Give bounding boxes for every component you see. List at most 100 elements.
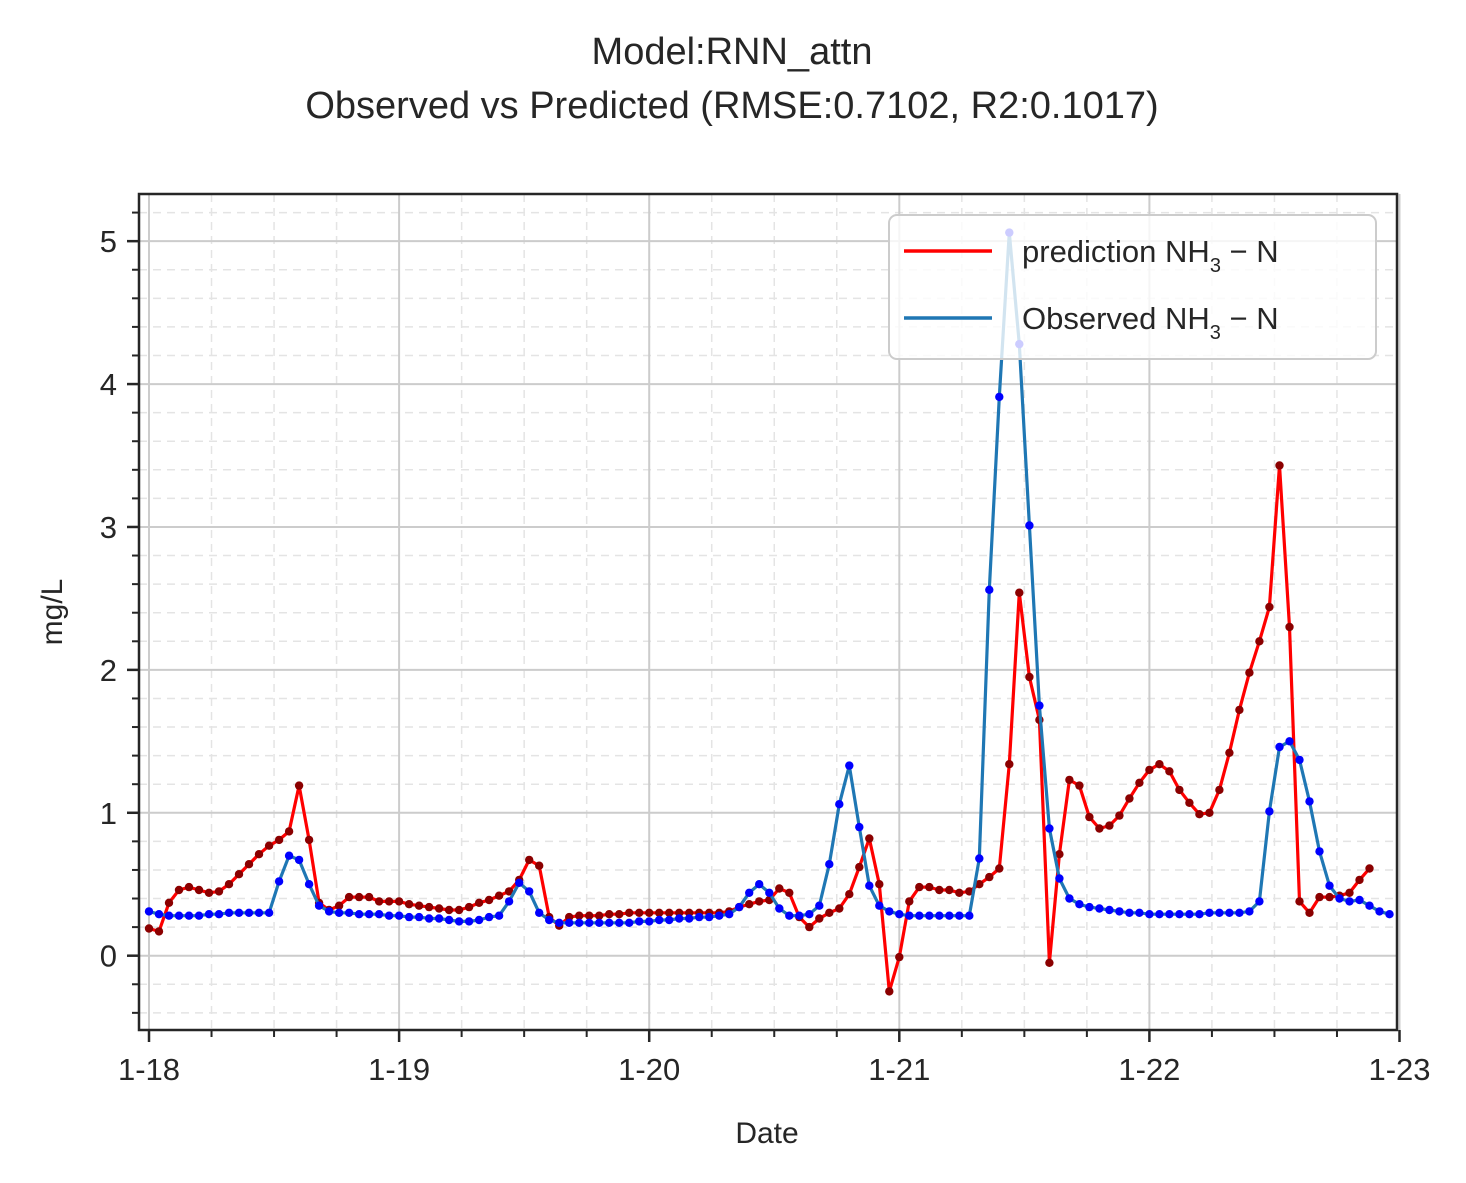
data-point-observed	[515, 878, 524, 887]
data-point-prediction	[1095, 824, 1104, 833]
legend-prediction-sub: 3	[1210, 255, 1221, 277]
data-point-prediction	[1195, 810, 1204, 819]
data-point-prediction	[374, 897, 384, 906]
data-point-observed	[394, 911, 404, 920]
data-point-prediction	[424, 902, 434, 912]
data-point-prediction	[925, 882, 934, 892]
data-point-prediction	[1325, 892, 1334, 902]
data-point-observed	[334, 908, 344, 917]
data-point-prediction	[1265, 602, 1274, 612]
legend: prediction NH3 − N Observed NH3 − N	[888, 214, 1377, 360]
data-point-observed	[855, 822, 864, 832]
data-point-prediction	[1275, 461, 1284, 470]
data-point-observed	[1165, 910, 1174, 919]
data-point-prediction	[214, 887, 224, 896]
data-point-observed	[494, 911, 504, 920]
data-point-observed	[1115, 907, 1124, 916]
data-point-observed	[1125, 908, 1134, 917]
data-point-prediction	[444, 905, 454, 915]
data-point-prediction	[1305, 908, 1314, 917]
data-point-observed	[625, 918, 634, 927]
data-point-observed	[1225, 908, 1234, 917]
data-point-observed	[975, 854, 984, 863]
data-point-prediction	[1045, 958, 1054, 967]
data-point-prediction	[1285, 622, 1294, 632]
data-point-observed	[595, 918, 604, 927]
data-point-prediction	[1005, 760, 1014, 769]
data-point-prediction	[935, 885, 944, 895]
data-point-prediction	[845, 890, 854, 899]
x-axis-label: Date	[735, 1117, 798, 1150]
data-point-observed	[424, 914, 434, 923]
data-point-observed	[1155, 910, 1164, 919]
data-point-prediction	[1355, 875, 1364, 885]
data-point-prediction	[484, 895, 494, 905]
data-point-prediction	[244, 860, 254, 869]
data-point-prediction	[1055, 850, 1064, 859]
legend-prediction-tail: − N	[1221, 234, 1279, 269]
data-point-observed	[464, 917, 474, 926]
data-point-observed	[1285, 737, 1294, 746]
data-point-observed	[364, 910, 374, 919]
legend-box	[888, 214, 1377, 360]
data-point-observed	[895, 910, 904, 919]
x-tick-label: 1-21	[868, 1052, 930, 1087]
data-point-prediction	[955, 888, 964, 897]
y-axis-label: mg/L	[36, 579, 69, 646]
data-point-prediction	[264, 841, 274, 850]
data-point-observed	[354, 910, 364, 919]
chart-subtitle: Observed vs Predicted (RMSE:0.7102, R2:0…	[305, 85, 1158, 127]
data-point-observed	[665, 915, 674, 925]
x-tick-label: 1-19	[368, 1052, 430, 1087]
data-point-observed	[374, 910, 384, 919]
data-point-prediction	[474, 898, 484, 907]
data-point-observed	[1385, 910, 1394, 919]
data-point-observed	[995, 392, 1004, 402]
data-point-prediction	[1075, 781, 1084, 790]
data-point-observed	[725, 910, 734, 919]
data-point-prediction	[1105, 821, 1114, 830]
data-point-observed	[1335, 894, 1344, 903]
data-point-observed	[194, 911, 204, 920]
data-point-observed	[1205, 908, 1214, 917]
x-tick-label: 1-23	[1368, 1052, 1430, 1087]
data-point-prediction	[885, 987, 894, 996]
data-point-prediction	[785, 888, 794, 897]
data-point-observed	[164, 911, 174, 920]
data-point-observed	[1235, 908, 1244, 917]
data-point-prediction	[234, 870, 244, 879]
data-point-prediction	[184, 882, 194, 892]
data-point-prediction	[805, 922, 814, 932]
data-point-observed	[294, 855, 304, 865]
y-tick-label: 1	[100, 796, 117, 831]
legend-observed-tail: − N	[1221, 301, 1279, 336]
data-point-prediction	[434, 904, 444, 913]
data-point-observed	[184, 911, 194, 920]
data-point-observed	[785, 911, 794, 920]
grid	[139, 194, 1401, 1030]
data-point-prediction	[535, 861, 544, 870]
data-point-observed	[715, 911, 724, 920]
y-tick-label: 4	[100, 367, 117, 402]
data-point-observed	[434, 914, 444, 923]
data-point-observed	[965, 911, 974, 920]
data-point-prediction	[1155, 760, 1164, 769]
data-point-prediction	[855, 862, 864, 872]
data-point-observed	[835, 800, 844, 809]
data-point-observed	[545, 915, 554, 925]
data-point-observed	[1135, 908, 1144, 917]
data-point-prediction	[865, 834, 874, 843]
legend-label-prediction: prediction NH3 − N	[1022, 234, 1279, 277]
data-point-prediction	[194, 885, 204, 895]
data-point-prediction	[1175, 785, 1184, 795]
data-point-observed	[1075, 900, 1084, 909]
data-point-prediction	[575, 911, 584, 920]
data-point-prediction	[1315, 892, 1324, 902]
data-point-observed	[484, 912, 494, 922]
data-point-observed	[284, 851, 294, 860]
data-point-observed	[414, 912, 424, 922]
data-point-observed	[955, 911, 964, 920]
data-point-prediction	[294, 781, 304, 790]
data-point-observed	[1065, 894, 1074, 903]
data-point-prediction	[635, 908, 644, 917]
